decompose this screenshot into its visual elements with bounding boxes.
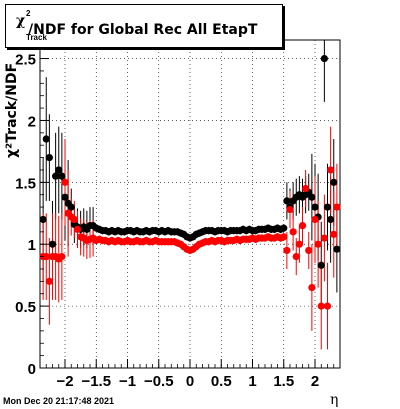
axes: −2 −1.5 −1 −0.5 0 0.5 1 1.5 2 0 0.5 1 1.5 2 2.5 [15, 45, 335, 390]
data-point [302, 184, 310, 193]
data-point [280, 224, 288, 232]
data-point [323, 302, 332, 310]
title-superscript: 2 [26, 9, 31, 18]
data-point [280, 233, 288, 241]
data-point [48, 240, 57, 248]
y-tick-label: 0 [28, 361, 36, 378]
data-point [67, 203, 75, 211]
data-point [45, 277, 53, 285]
data-point [52, 172, 60, 180]
x-tick-label: 1.5 [273, 373, 294, 390]
x-tick-label: 0.5 [211, 373, 232, 390]
data-point [333, 203, 341, 211]
data-point [314, 240, 322, 248]
data-point [311, 215, 319, 224]
data-point [55, 166, 63, 174]
x-tick-label: −1 [119, 373, 136, 390]
data-point [308, 193, 316, 201]
x-tick-label: −1.5 [81, 373, 111, 390]
data-point [283, 246, 291, 255]
data-point [327, 215, 335, 224]
x-tick-label: 0 [186, 373, 194, 390]
title-subscript: Track [26, 33, 47, 42]
data-point [320, 234, 328, 242]
y-tick-label: 1.5 [15, 175, 36, 192]
data-point [330, 178, 338, 186]
data-point [330, 230, 338, 238]
data-point [289, 228, 297, 236]
chart-title: /NDF for Global Rec All EtapT [28, 22, 258, 38]
x-tick-label: −0.5 [144, 373, 174, 390]
chart-title-box: χ 2 Track /NDF for Global Rec All EtapT [5, 4, 283, 48]
x-axis-label: η [330, 392, 339, 408]
data-point [295, 240, 303, 248]
y-tick-label: 2 [28, 113, 36, 130]
y-tick-label: 1 [28, 237, 36, 254]
title-chi-symbol: χ [16, 13, 26, 29]
y-tick-label: 0.5 [15, 299, 36, 316]
x-tick-label: 2 [311, 373, 319, 390]
data-point [333, 245, 341, 253]
data-point [42, 253, 50, 261]
x-tick-label: −2 [56, 373, 73, 390]
data-point [320, 54, 328, 63]
data-point [327, 166, 335, 174]
data-point [323, 203, 332, 211]
data-point [317, 302, 325, 310]
data-point [298, 222, 307, 230]
data-point [283, 197, 291, 205]
data-point [292, 253, 300, 261]
data-point [45, 153, 53, 162]
data-point [73, 225, 82, 233]
y-axis-label: χ²Track/NDF [4, 62, 20, 158]
data-point [311, 203, 319, 211]
data-point [305, 246, 313, 255]
data-point [61, 178, 69, 186]
data-point [317, 261, 325, 269]
data-point [308, 283, 316, 292]
y-tick-label: 2.5 [15, 52, 36, 69]
data-point [58, 172, 66, 180]
data-point [286, 205, 294, 214]
date-stamp: Mon Dec 20 21:17:48 2021 [3, 396, 115, 406]
data-point [70, 215, 78, 224]
data-point [61, 193, 69, 201]
data-point [58, 253, 66, 261]
x-tick-label: 1 [248, 373, 256, 390]
data-point [42, 135, 50, 143]
